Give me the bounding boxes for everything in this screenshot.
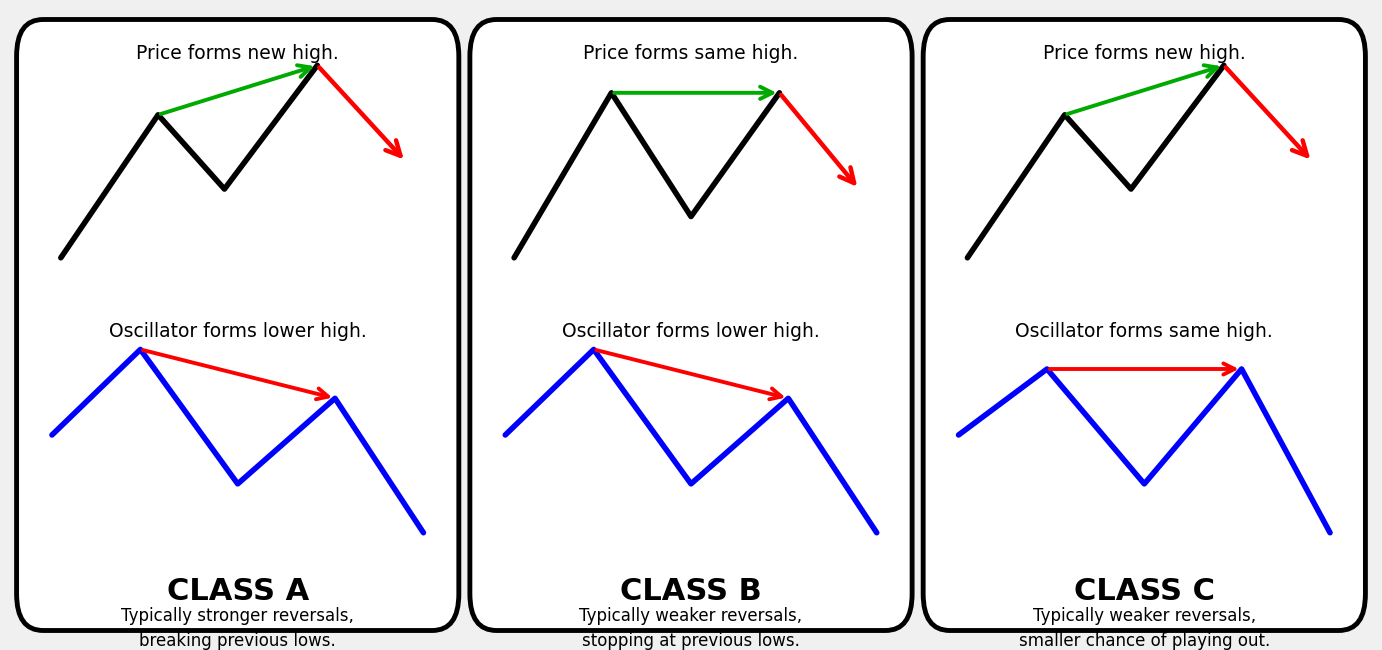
Text: CLASS B: CLASS B [621, 577, 761, 606]
FancyBboxPatch shape [923, 20, 1365, 630]
Text: Oscillator forms same high.: Oscillator forms same high. [1016, 322, 1273, 341]
Text: CLASS A: CLASS A [167, 577, 308, 606]
Text: Price forms same high.: Price forms same high. [583, 44, 799, 63]
Text: Typically weaker reversals,
smaller chance of playing out.: Typically weaker reversals, smaller chan… [1019, 607, 1270, 650]
Text: CLASS C: CLASS C [1074, 577, 1215, 606]
Text: Oscillator forms lower high.: Oscillator forms lower high. [562, 322, 820, 341]
Text: Oscillator forms lower high.: Oscillator forms lower high. [109, 322, 366, 341]
FancyBboxPatch shape [470, 20, 912, 630]
FancyBboxPatch shape [17, 20, 459, 630]
Text: Price forms new high.: Price forms new high. [137, 44, 339, 63]
Text: Price forms new high.: Price forms new high. [1043, 44, 1245, 63]
Text: Typically stronger reversals,
breaking previous lows.: Typically stronger reversals, breaking p… [122, 607, 354, 650]
Text: Typically weaker reversals,
stopping at previous lows.: Typically weaker reversals, stopping at … [579, 607, 803, 650]
